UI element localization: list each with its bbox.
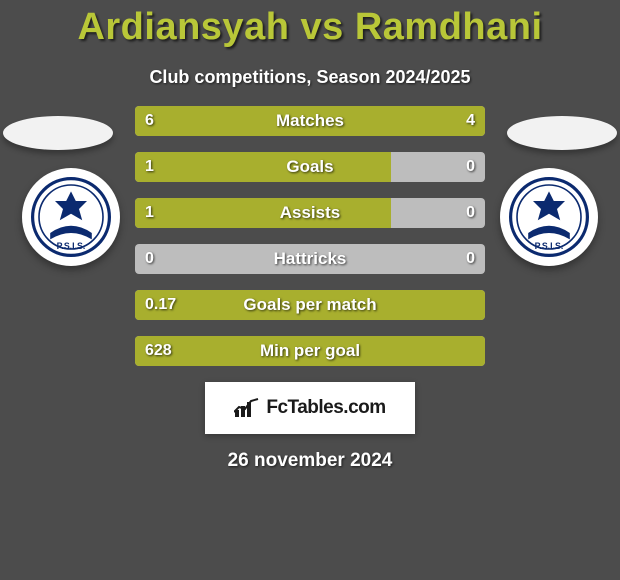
right-team-badge: P.S.I.S. bbox=[500, 168, 598, 266]
bar-stat-label: Goals per match bbox=[135, 290, 485, 320]
player2-name: Ramdhani bbox=[355, 6, 543, 48]
bar-stat-label: Min per goal bbox=[135, 336, 485, 366]
bar-value-left: 1 bbox=[135, 152, 164, 182]
stat-bar-row: Matches6 4 bbox=[135, 106, 485, 136]
bar-stat-label: Hattricks bbox=[135, 244, 485, 274]
branding-text: FcTables.com bbox=[266, 397, 385, 419]
bar-value-right: 0 bbox=[456, 198, 485, 228]
bar-stat-label: Goals bbox=[135, 152, 485, 182]
stat-bar-row: Hattricks0 0 bbox=[135, 244, 485, 274]
vs-text: vs bbox=[300, 6, 343, 48]
date-text: 26 november 2024 bbox=[0, 450, 620, 472]
bar-value-left: 0 bbox=[135, 244, 164, 274]
bar-value-right: 0 bbox=[456, 152, 485, 182]
stat-bar-row: Min per goal628 bbox=[135, 336, 485, 366]
bar-value-left: 0.17 bbox=[135, 290, 186, 320]
svg-text:P.S.I.S.: P.S.I.S. bbox=[57, 241, 86, 251]
stat-bar-row: Goals per match0.17 bbox=[135, 290, 485, 320]
branding-box: FcTables.com bbox=[205, 382, 415, 434]
bar-value-left: 628 bbox=[135, 336, 182, 366]
comparison-title: Ardiansyah vs Ramdhani bbox=[0, 0, 620, 49]
bar-value-right: 0 bbox=[456, 244, 485, 274]
svg-text:P.S.I.S.: P.S.I.S. bbox=[535, 241, 564, 251]
team-crest-icon: P.S.I.S. bbox=[509, 177, 589, 257]
bar-value-right: 4 bbox=[456, 106, 485, 136]
player1-name: Ardiansyah bbox=[77, 6, 289, 48]
bar-stat-label: Assists bbox=[135, 198, 485, 228]
stat-bar-row: Assists1 0 bbox=[135, 198, 485, 228]
branding-chart-icon bbox=[234, 398, 260, 418]
team-crest-icon: P.S.I.S. bbox=[31, 177, 111, 257]
subtitle: Club competitions, Season 2024/2025 bbox=[0, 67, 620, 88]
stat-bar-row: Goals1 0 bbox=[135, 152, 485, 182]
left-team-badge: P.S.I.S. bbox=[22, 168, 120, 266]
bar-stat-label: Matches bbox=[135, 106, 485, 136]
right-team-ellipse bbox=[507, 116, 617, 150]
bar-value-right bbox=[465, 290, 485, 320]
bar-value-left: 1 bbox=[135, 198, 164, 228]
bar-value-right bbox=[465, 336, 485, 366]
left-team-ellipse bbox=[3, 116, 113, 150]
comparison-stage: P.S.I.S. P.S.I.S. Matches64Goals10Assist… bbox=[0, 106, 620, 366]
stat-bars: Matches64Goals10Assists10Hattricks00Goal… bbox=[135, 106, 485, 366]
bar-value-left: 6 bbox=[135, 106, 164, 136]
